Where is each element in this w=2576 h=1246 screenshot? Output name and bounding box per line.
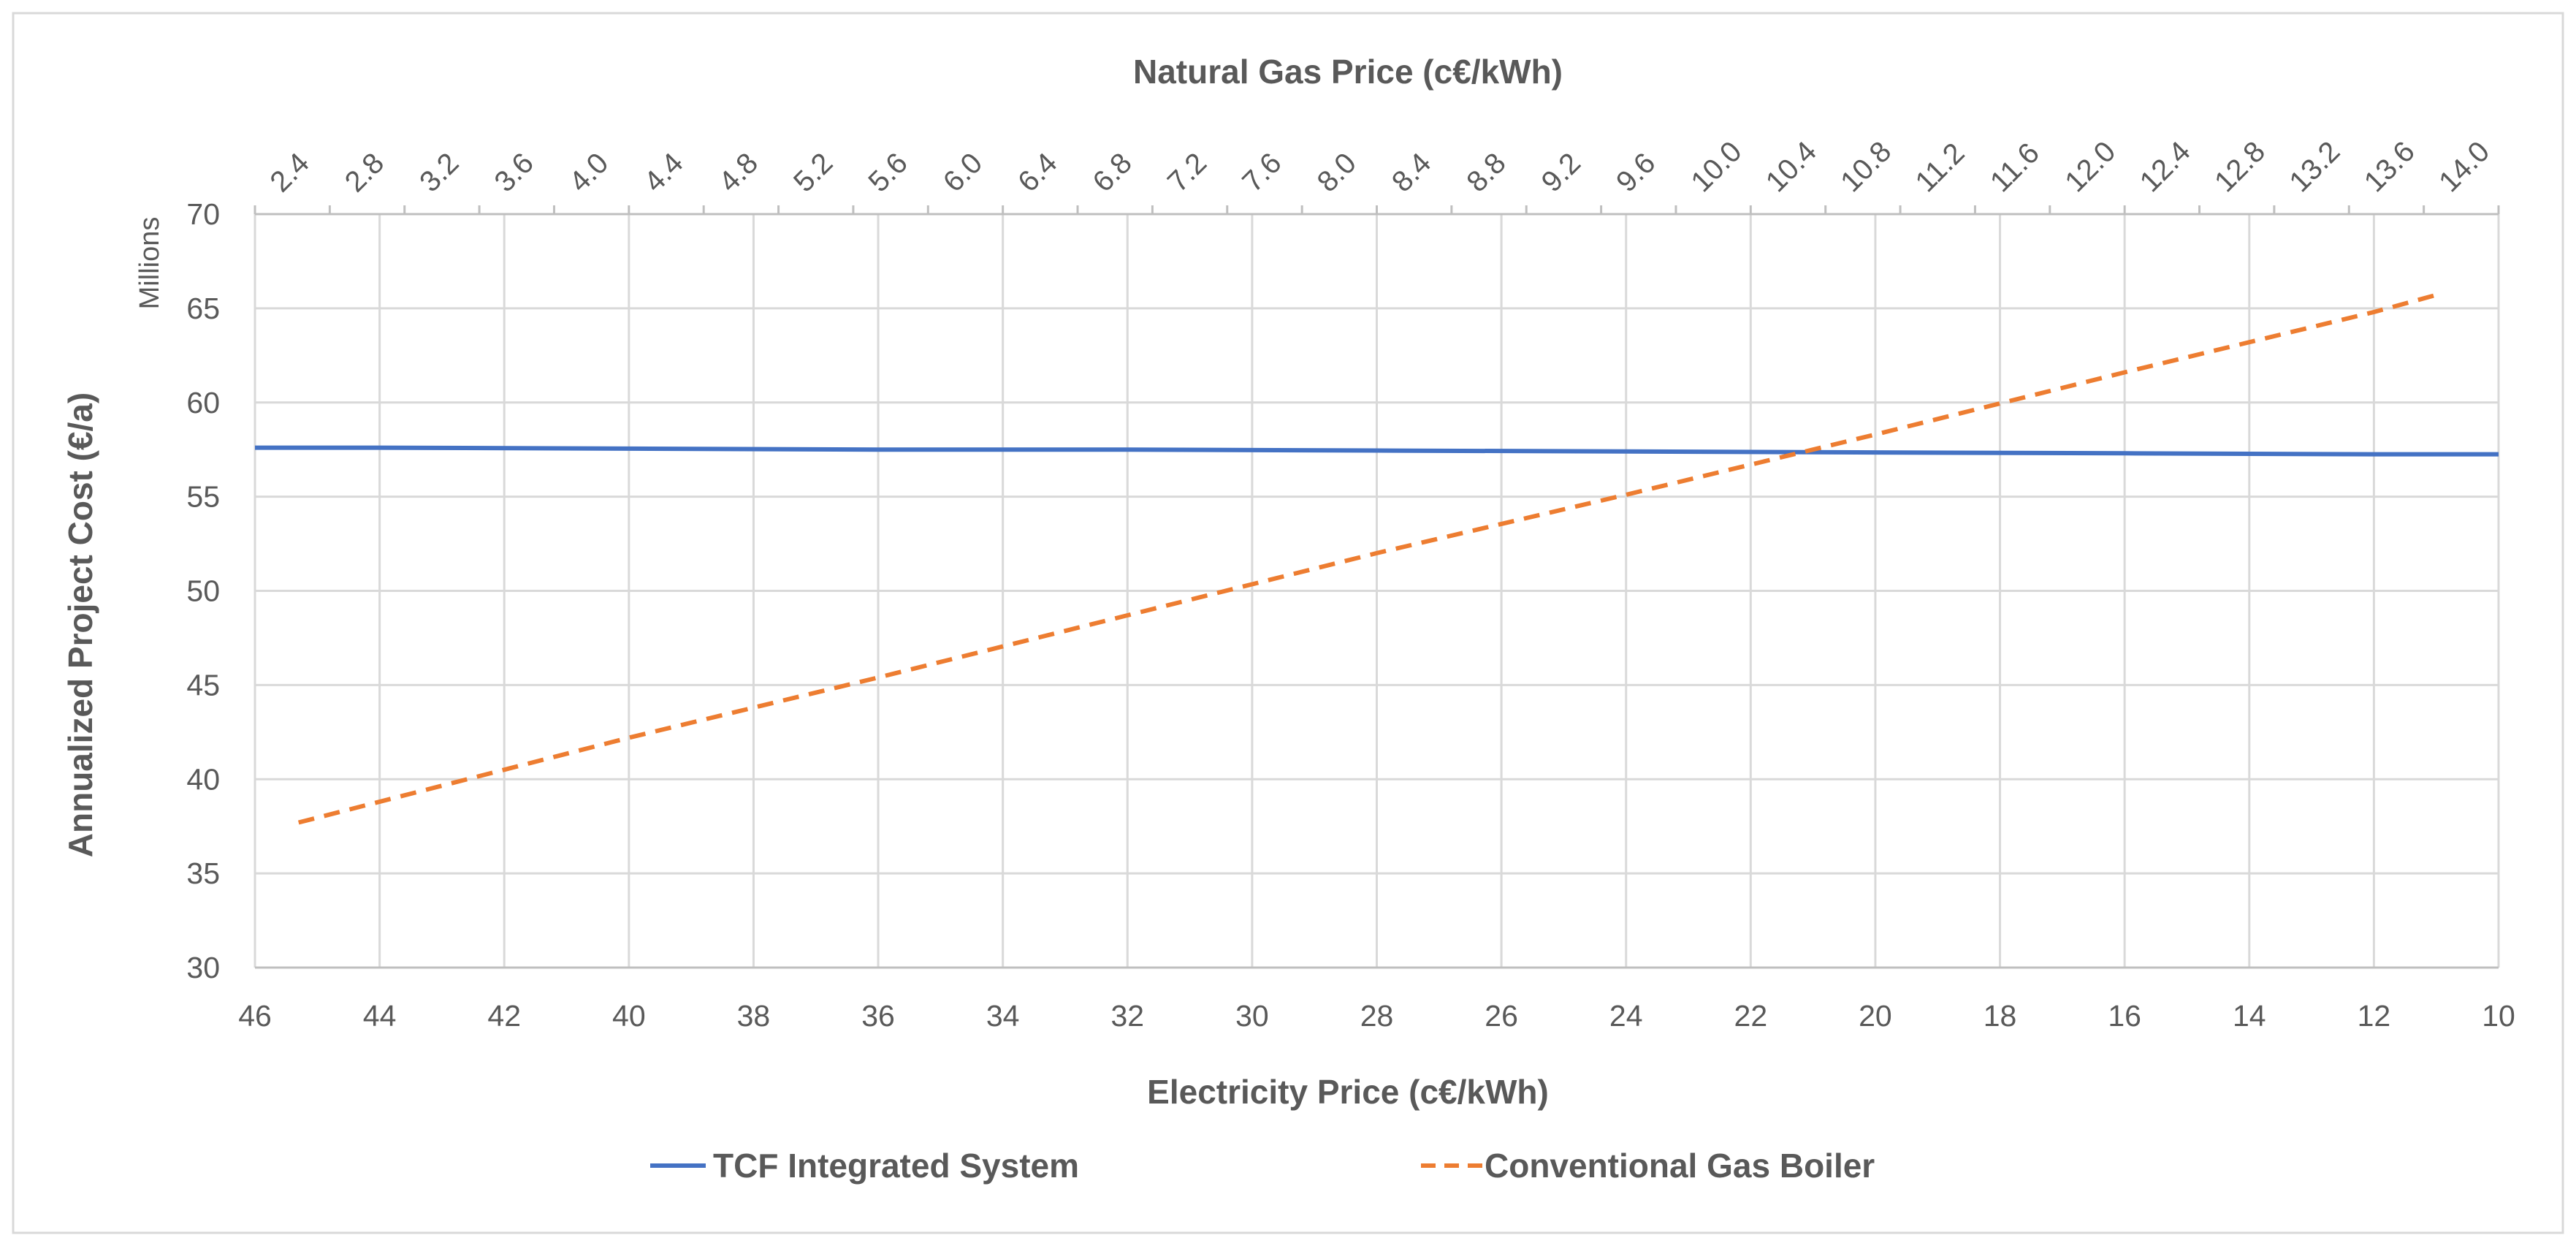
- y-tick-label: 30: [186, 951, 220, 984]
- y-axis-title: Annualized Project Cost (€/a): [61, 392, 99, 857]
- series-line-tcf-integrated-system: [255, 445, 2499, 457]
- legend-label-conventional-gas-boiler: Conventional Gas Boiler: [1485, 1147, 1875, 1185]
- y-tick-label: 40: [186, 762, 220, 796]
- x-tick-label: 20: [1859, 999, 1892, 1033]
- grid: [254, 213, 2500, 969]
- x-tick-label: 16: [2108, 999, 2141, 1033]
- legend-label-tcf-integrated-system: TCF Integrated System: [713, 1147, 1079, 1185]
- x-tick-label: 28: [1360, 999, 1394, 1033]
- series-group: [255, 291, 2499, 825]
- x-tick-label: 36: [861, 999, 895, 1033]
- x-tick-label: 32: [1110, 999, 1144, 1033]
- x-tick-label: 40: [612, 999, 646, 1033]
- y-tick-label: 65: [186, 292, 220, 325]
- y-tick-label: 50: [186, 574, 220, 608]
- x-tick-label: 10: [2482, 999, 2515, 1033]
- x-tick-label: 18: [1984, 999, 2017, 1033]
- series-line-conventional-gas-boiler: [297, 291, 2443, 825]
- y-tick-label: 35: [186, 856, 220, 890]
- x-tick-label: 24: [1609, 999, 1643, 1033]
- y-tick-label: 60: [186, 386, 220, 419]
- x-tick-label: 30: [1235, 999, 1269, 1033]
- legend: TCF Integrated System Conventional Gas B…: [650, 1147, 1875, 1185]
- x-tick-label: 38: [737, 999, 771, 1033]
- y-tick-label: 45: [186, 668, 220, 702]
- top-axis-title: Natural Gas Price (c€/kWh): [1133, 53, 1563, 91]
- y-axis-tick-labels: 30 35 40 45 50 55 60 65 70: [186, 197, 220, 984]
- x-axis-tick-labels: 46 44 42 40 38 36 34 32 30 28 26 24 22 20 18 16 14 12 10: [238, 999, 2515, 1033]
- y-tick-label: 70: [186, 197, 220, 231]
- y-axis-units-label: Millions: [134, 217, 165, 310]
- x-tick-label: 46: [238, 999, 272, 1033]
- top-axis-tick-marks: [254, 205, 2500, 214]
- x-tick-label: 14: [2233, 999, 2266, 1033]
- x-axis-title: Electricity Price (c€/kWh): [1147, 1073, 1549, 1111]
- x-tick-label: 42: [487, 999, 521, 1033]
- chart-frame: [12, 12, 2564, 1234]
- x-tick-label: 44: [363, 999, 397, 1033]
- x-tick-label: 26: [1485, 999, 1518, 1033]
- x-tick-label: 12: [2358, 999, 2391, 1033]
- x-tick-label: 34: [986, 999, 1020, 1033]
- x-tick-label: 22: [1734, 999, 1768, 1033]
- y-tick-label: 55: [186, 480, 220, 514]
